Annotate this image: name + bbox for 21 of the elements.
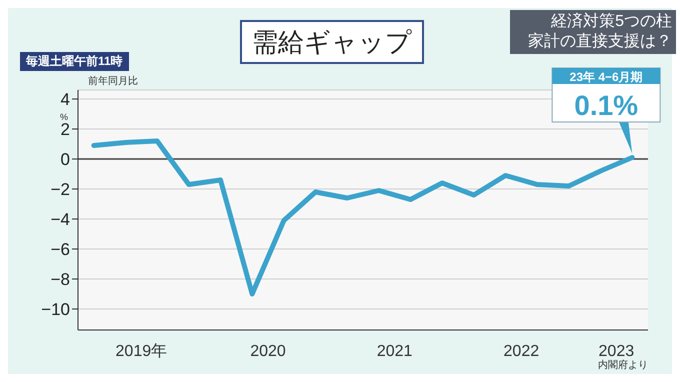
y-tick-label: 0 bbox=[60, 150, 70, 170]
y-tick-label: −10 bbox=[41, 300, 70, 320]
y-tick-label: −8 bbox=[50, 270, 70, 290]
y-tick-label: 4 bbox=[60, 90, 70, 110]
x-tick-label: 2023 bbox=[598, 343, 634, 360]
y-tick-label: −4 bbox=[50, 210, 70, 230]
text: % bbox=[60, 112, 68, 122]
y-tick-label: 2 bbox=[60, 120, 70, 140]
y-tick-label: −2 bbox=[50, 180, 70, 200]
text: 毎週土曜午前11時 bbox=[20, 52, 129, 71]
x-tick-label: 2022 bbox=[504, 343, 540, 360]
chart-title: 需給ギャップ bbox=[240, 20, 424, 64]
x-tick-label: 2021 bbox=[376, 343, 413, 360]
x-tick-label: 2020 bbox=[250, 343, 286, 360]
text: 内閣府より bbox=[598, 358, 648, 372]
text: 経済対策5つの柱 bbox=[550, 12, 672, 32]
annotation: 23年 4−6月期 0.1% bbox=[570, 70, 643, 121]
text: 家計の直接支援は？ bbox=[527, 32, 672, 52]
y-axis-title: 前年同月比 bbox=[88, 74, 138, 88]
x-tick-label: 2019年 bbox=[116, 343, 168, 360]
y-tick-label: −6 bbox=[50, 240, 70, 260]
